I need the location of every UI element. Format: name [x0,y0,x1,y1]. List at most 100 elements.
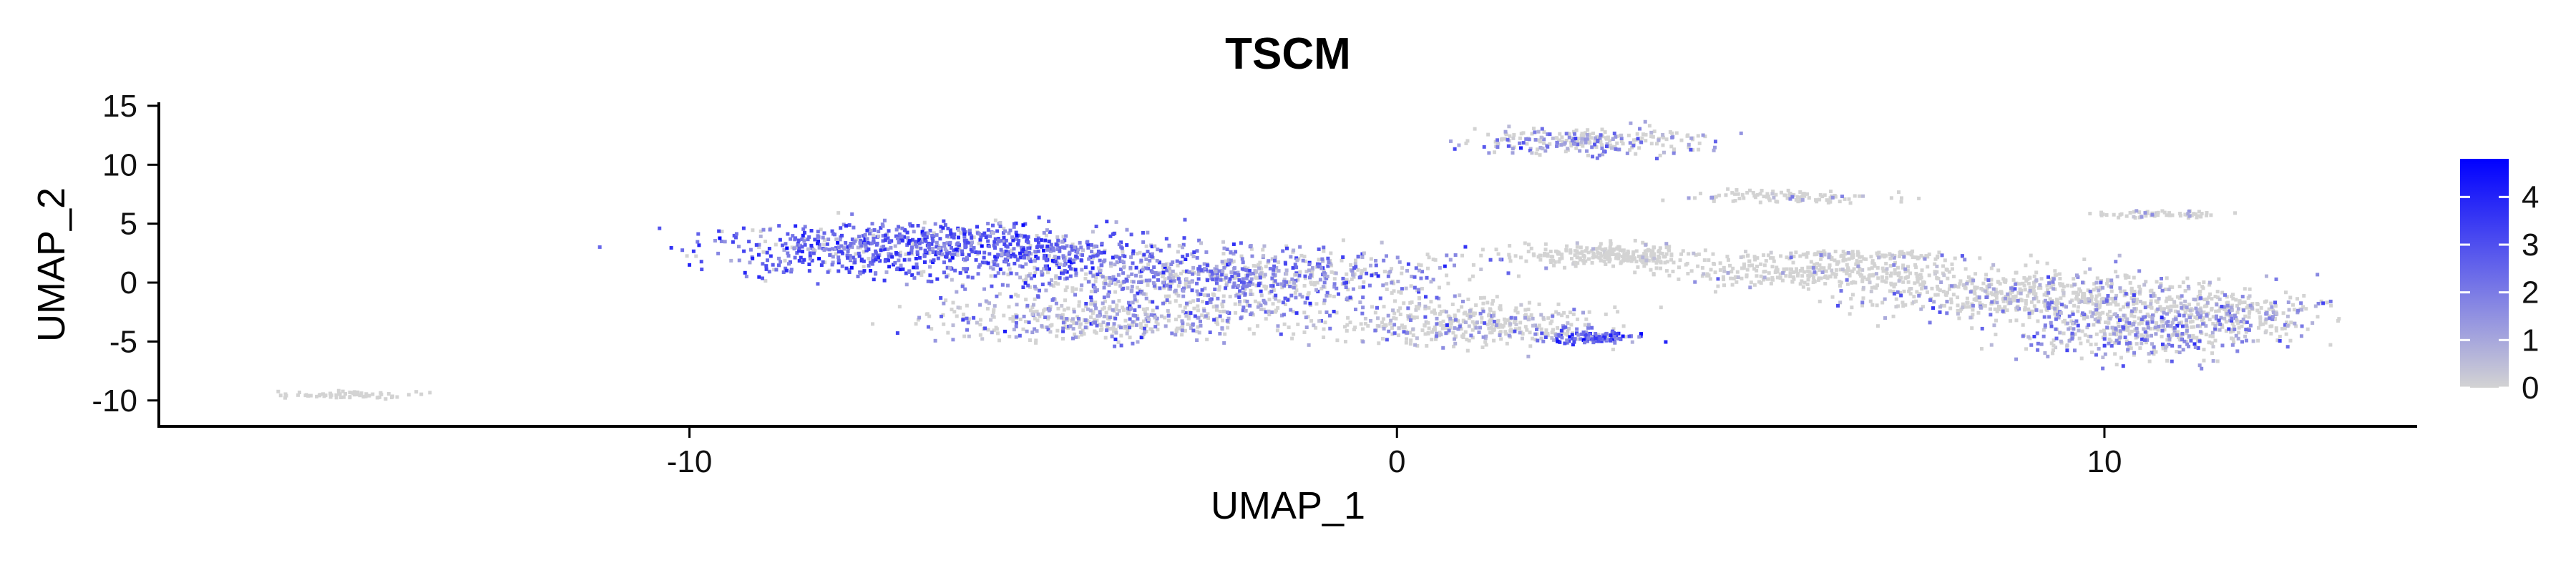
cell-point [2180,324,2185,328]
cell-point [1961,302,1965,306]
cell-point [1479,268,1483,272]
cell-point [1283,296,1287,300]
cell-point [1206,293,1211,298]
cell-point [970,275,975,280]
cell-point [2094,332,2099,336]
cell-point [823,260,827,265]
cell-point [914,245,919,249]
cell-point [1805,192,1810,196]
cell-point [992,308,996,312]
cell-point [1334,271,1338,275]
cell-point [419,392,424,396]
cell-point [1425,275,1429,280]
cell-point [1604,251,1609,255]
cell-point [1240,257,1244,261]
cell-point [1206,315,1211,320]
cell-point [943,222,947,227]
cell-point [2019,288,2024,293]
cell-point [1284,268,1289,273]
cell-point [1264,317,1268,321]
cell-point [2117,253,2122,258]
cell-point [1293,263,1297,267]
cell-point [1010,235,1015,240]
cell-point [1072,310,1076,314]
cell-point [1189,326,1193,331]
cell-point [2295,297,2299,301]
cell-point [1392,331,1397,336]
cell-point [1880,275,1884,279]
cell-point [871,322,875,326]
cell-point [1229,270,1234,274]
cell-point [1578,251,1582,255]
cell-point [1171,269,1175,273]
cell-point [1589,136,1594,140]
cell-point [1134,323,1138,327]
cell-point [2316,315,2320,319]
cell-point [1438,304,1442,308]
cell-point [2150,305,2154,310]
cell-point [883,259,887,263]
cell-point [1467,324,1471,328]
cell-point [1098,268,1103,273]
cell-point [1427,305,1431,310]
cell-point [1093,289,1098,293]
cell-point [2159,324,2163,328]
cell-point [1557,138,1561,142]
cell-point [1778,275,1782,280]
cell-point [1243,265,1247,270]
cell-point [1135,299,1139,303]
cell-point [1382,326,1386,331]
cell-point [2046,290,2051,295]
cell-point [1550,319,1554,323]
cell-point [1498,330,1503,334]
cell-point [2051,343,2056,348]
cell-point [1281,249,1285,253]
cell-point [2296,310,2300,315]
cell-point [2187,286,2191,290]
cell-point [1254,270,1259,274]
cell-point [1956,308,1960,313]
cell-point [1946,276,1950,280]
cell-point [859,244,863,248]
cell-point [1553,260,1557,264]
cell-point [1322,245,1326,250]
cell-point [1541,147,1545,151]
cell-point [1271,284,1275,288]
cell-point [1107,327,1111,331]
cell-point [1949,300,1953,305]
cell-point [1150,245,1154,249]
cell-point [2175,349,2179,353]
cell-point [789,268,794,272]
cell-point [2055,309,2059,313]
cell-point [1055,328,1060,333]
cell-point [2099,311,2103,315]
cell-point [1179,271,1184,275]
cell-point [1762,195,1766,199]
cell-point [1117,243,1121,247]
cell-point [2159,282,2163,286]
cell-point [867,263,871,268]
cell-point [1023,255,1027,260]
cell-point [1121,250,1125,254]
cell-point [1281,300,1285,305]
cell-point [1330,270,1334,274]
cell-point [2245,305,2249,310]
cell-point [1114,307,1118,311]
cell-point [1762,275,1767,280]
cell-point [1646,258,1651,263]
cell-point [1531,323,1535,328]
cell-point [1002,226,1006,230]
cell-point [1385,287,1389,291]
cell-point [1541,141,1546,145]
cell-point [2150,313,2155,318]
cell-point [1745,268,1750,272]
cell-point [1280,313,1284,318]
cell-point [1506,318,1510,322]
cell-point [1615,141,1619,145]
cell-point [1206,312,1210,316]
cell-point [1843,197,1847,201]
cell-point [1641,257,1645,261]
cell-point [1030,331,1035,335]
cell-point [1565,244,1569,248]
cell-point [1519,303,1523,307]
